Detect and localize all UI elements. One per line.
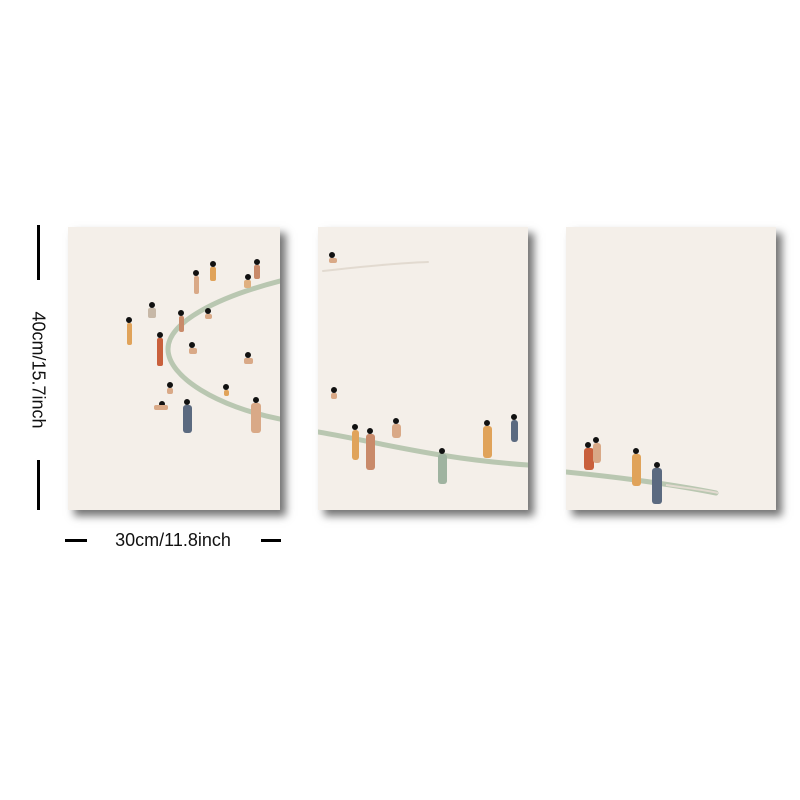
artwork-panel-left — [68, 227, 280, 510]
beach-illustration-left — [126, 259, 280, 433]
dimension-line-top — [37, 225, 40, 280]
dimension-line-right — [261, 539, 281, 542]
height-dimension: 40cm/15.7inch — [20, 225, 56, 515]
artwork-panel-middle — [318, 227, 528, 510]
swimmer-figures — [126, 259, 261, 433]
beach-illustration-right — [566, 437, 719, 504]
dimension-line-left — [65, 539, 87, 542]
artwork-panel-right — [566, 227, 776, 510]
beach-illustration-middle — [318, 252, 528, 484]
height-label: 40cm/15.7inch — [28, 311, 49, 429]
swimmer-figures — [329, 252, 518, 484]
width-label: 30cm/11.8inch — [115, 530, 231, 550]
width-dimension: 30cm/11.8inch — [65, 528, 285, 552]
swimmer-figures — [584, 437, 662, 504]
dimension-line-bottom — [37, 460, 40, 510]
